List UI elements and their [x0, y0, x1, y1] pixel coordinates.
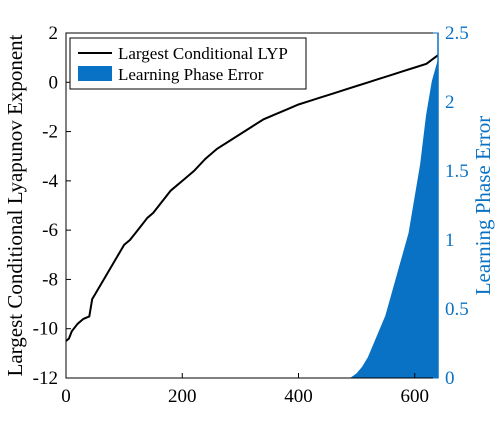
- y-right-tick-label: 2: [445, 92, 455, 113]
- y-axis-title-right: Learning Phase Error: [471, 116, 495, 296]
- x-tick-label: 200: [168, 386, 197, 407]
- legend-swatch-error: [78, 66, 112, 81]
- y-right-tick-label: 1.5: [445, 161, 469, 182]
- y-right-tick-label: 0: [445, 368, 455, 389]
- x-tick-label: 0: [61, 386, 71, 407]
- y-axis-left: -12 -10 -8 -6 -4 -2 0 2: [33, 23, 71, 389]
- y-right-tick-label: 1: [445, 230, 455, 251]
- y-left-tick-label: 0: [49, 72, 59, 93]
- series-learning-phase-error: [66, 60, 439, 379]
- series-largest-conditional-lyp: [65, 54, 439, 342]
- x-axis: 0 200 400 600: [61, 373, 429, 407]
- y-left-tick-label: -12: [33, 368, 58, 389]
- y-right-tick-label: 0.5: [445, 299, 469, 320]
- y-axis-title-left: Largest Conditional Lyapunov Exponent: [3, 34, 27, 376]
- y-left-tick-label: -2: [42, 122, 58, 143]
- y-left-tick-label: 2: [49, 23, 59, 44]
- legend-label-error: Learning Phase Error: [118, 65, 264, 84]
- x-tick-label: 600: [401, 386, 430, 407]
- y-left-tick-label: -6: [42, 220, 58, 241]
- legend-label-lyp: Largest Conditional LYP: [118, 44, 288, 63]
- series-layer: [65, 54, 439, 379]
- y-axis-right: 0 0.5 1 1.5 2 2.5: [433, 23, 469, 389]
- y-left-tick-label: -10: [33, 319, 58, 340]
- legend: Largest Conditional LYP Learning Phase E…: [69, 37, 307, 90]
- x-tick-label: 400: [284, 386, 313, 407]
- y-left-tick-label: -4: [42, 171, 58, 192]
- y-left-tick-label: -8: [42, 269, 58, 290]
- y-right-tick-label: 2.5: [445, 23, 469, 44]
